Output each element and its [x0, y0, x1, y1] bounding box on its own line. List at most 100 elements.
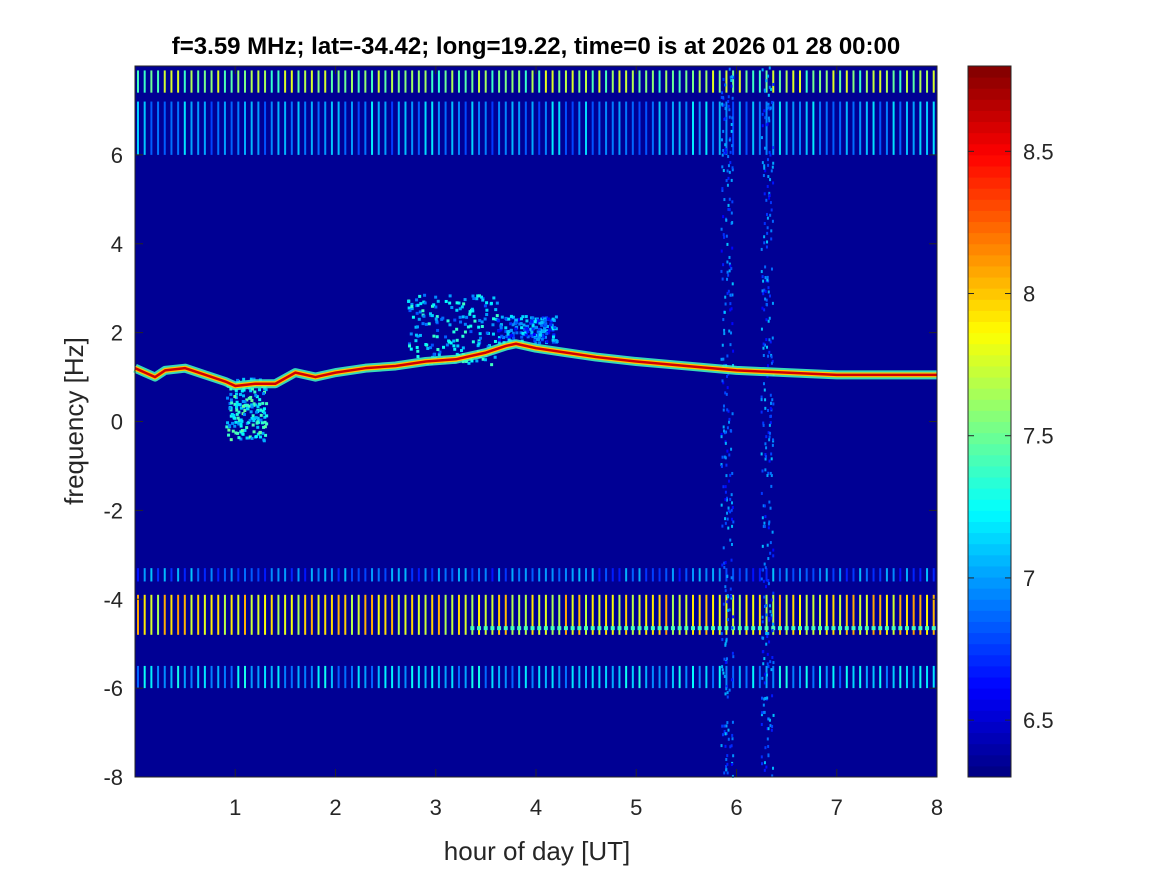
spread-speck [249, 410, 253, 414]
noise-speck [764, 146, 767, 150]
noise-speck [729, 594, 732, 598]
spread-speck [537, 327, 541, 331]
noise-speck [765, 631, 768, 635]
spread-speck [447, 339, 451, 343]
spread-speck [438, 350, 442, 354]
spread-speck [492, 317, 496, 321]
spread-speck [418, 310, 422, 314]
noise-speck [720, 435, 723, 439]
spread-speck [491, 332, 495, 336]
noise-speck [731, 200, 734, 204]
noise-speck [732, 76, 735, 80]
colorbar: 6.5 7 7.5 8 8.5 [967, 65, 1054, 778]
noise-speck [768, 618, 771, 622]
spread-speck [551, 335, 555, 339]
x-tick-label: 1 [229, 795, 241, 820]
noise-speck [760, 722, 763, 726]
spread-speck [521, 331, 525, 335]
colorbar-ticks: 6.5 7 7.5 8 8.5 [968, 139, 1054, 733]
marker-dot [470, 626, 475, 631]
spread-speck [421, 309, 425, 313]
spread-speck [250, 399, 254, 403]
marker-dot [657, 626, 662, 631]
marker-dot [724, 626, 729, 631]
spread-speck [500, 334, 504, 338]
noise-speck [723, 771, 726, 775]
spread-speck [262, 425, 266, 429]
spread-speck [533, 320, 537, 324]
noise-speck [761, 161, 764, 165]
spread-speck [493, 355, 497, 359]
noise-speck [767, 526, 770, 530]
spread-speck [251, 414, 255, 418]
noise-speck [731, 168, 734, 172]
colorbar-step [968, 477, 1011, 489]
noise-speck [769, 506, 772, 510]
noise-speck [726, 354, 729, 358]
spread-speck [265, 414, 269, 418]
spread-speck [245, 426, 249, 430]
noise-speck [761, 68, 764, 72]
spread-speck [455, 308, 459, 312]
noise-speck [770, 361, 773, 365]
spread-speck [468, 312, 472, 316]
noise-speck [722, 148, 725, 152]
noise-speck [765, 298, 768, 302]
noise-speck [771, 336, 774, 340]
noise-speck [726, 511, 729, 515]
noise-speck [766, 216, 769, 220]
spread-speck [506, 332, 510, 336]
noise-speck [729, 497, 732, 501]
noise-speck [724, 744, 727, 748]
noise-speck [770, 452, 773, 456]
noise-speck [767, 354, 770, 358]
spread-speck [414, 333, 418, 337]
spread-speck [536, 337, 540, 341]
noise-speck [761, 615, 764, 619]
noise-speck [770, 613, 773, 617]
noise-speck [767, 471, 770, 475]
noise-speck [722, 77, 725, 81]
spread-speck [531, 316, 535, 320]
spread-speck [225, 425, 229, 429]
noise-speck [766, 374, 769, 378]
noise-speck [732, 520, 735, 524]
spread-speck [524, 331, 528, 335]
noise-speck [766, 275, 769, 279]
noise-speck [763, 521, 766, 525]
marker-dot [864, 626, 869, 631]
noise-speck [772, 402, 775, 406]
spread-speck [537, 319, 541, 323]
spread-speck [540, 323, 544, 327]
spread-speck [554, 315, 558, 319]
noise-speck [769, 153, 772, 157]
noise-speck [768, 150, 771, 154]
noise-speck [767, 579, 770, 583]
spread-speck [459, 320, 463, 324]
noise-speck [760, 247, 763, 251]
spread-speck [262, 392, 266, 396]
noise-speck [726, 386, 729, 390]
spread-speck [237, 420, 241, 424]
noise-speck [725, 639, 728, 643]
noise-speck [767, 163, 770, 167]
noise-speck [726, 618, 729, 622]
spread-speck [258, 435, 262, 439]
spread-speck [458, 315, 462, 319]
spread-speck [499, 328, 503, 332]
spread-speck [257, 418, 261, 422]
noise-speck [731, 720, 734, 724]
noise-speck [763, 657, 766, 661]
spread-speck [497, 329, 501, 333]
spread-speck [239, 406, 243, 410]
noise-speck [725, 234, 728, 238]
noise-speck [725, 218, 728, 222]
noise-speck [727, 728, 730, 732]
spread-speck [263, 425, 267, 429]
noise-speck [726, 242, 729, 246]
spread-speck [258, 388, 262, 392]
noise-speck [762, 342, 765, 346]
noise-speck [730, 678, 733, 682]
noise-speck [766, 474, 769, 478]
y-tick-label: 2 [111, 321, 123, 346]
